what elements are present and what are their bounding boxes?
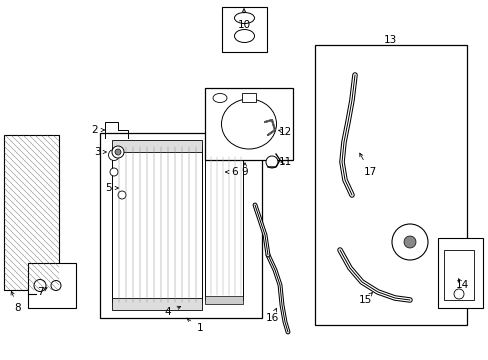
Circle shape (118, 191, 126, 199)
Text: 13: 13 (383, 35, 396, 45)
Bar (314, 45, 466, 325)
Bar (28, 263, 76, 308)
Text: 3: 3 (94, 147, 100, 157)
Text: 15: 15 (358, 295, 371, 305)
Ellipse shape (213, 94, 226, 103)
Circle shape (112, 146, 124, 158)
Bar (443, 250, 473, 300)
Text: 2: 2 (92, 125, 98, 135)
Text: 6: 6 (231, 167, 238, 177)
Text: 10: 10 (237, 20, 250, 30)
Text: 4: 4 (164, 307, 171, 317)
Circle shape (391, 224, 427, 260)
Bar (204, 148, 243, 156)
Circle shape (453, 289, 463, 299)
Text: 5: 5 (104, 183, 111, 193)
Bar (112, 147, 202, 302)
Bar (204, 296, 243, 304)
Bar (112, 298, 202, 310)
Circle shape (265, 156, 278, 168)
Text: 8: 8 (15, 303, 21, 313)
Text: 7: 7 (37, 287, 43, 297)
Text: 14: 14 (454, 280, 468, 290)
Text: 16: 16 (265, 313, 278, 323)
Bar (112, 140, 202, 152)
Bar (100, 133, 262, 318)
Circle shape (115, 149, 121, 155)
Circle shape (51, 280, 61, 291)
Text: 11: 11 (278, 157, 291, 167)
Circle shape (403, 236, 415, 248)
Text: 9: 9 (241, 167, 248, 177)
Bar (4, 135, 59, 290)
Circle shape (34, 279, 46, 292)
Ellipse shape (234, 13, 254, 23)
Ellipse shape (221, 99, 276, 149)
Text: 12: 12 (278, 127, 291, 137)
Text: 1: 1 (196, 323, 203, 333)
Circle shape (108, 149, 119, 161)
Text: 17: 17 (363, 167, 376, 177)
Bar (204, 88, 292, 160)
Circle shape (110, 168, 118, 176)
Bar (242, 93, 256, 102)
Bar (222, 7, 266, 52)
Bar (204, 152, 243, 300)
Bar (437, 238, 482, 308)
Ellipse shape (234, 30, 254, 42)
